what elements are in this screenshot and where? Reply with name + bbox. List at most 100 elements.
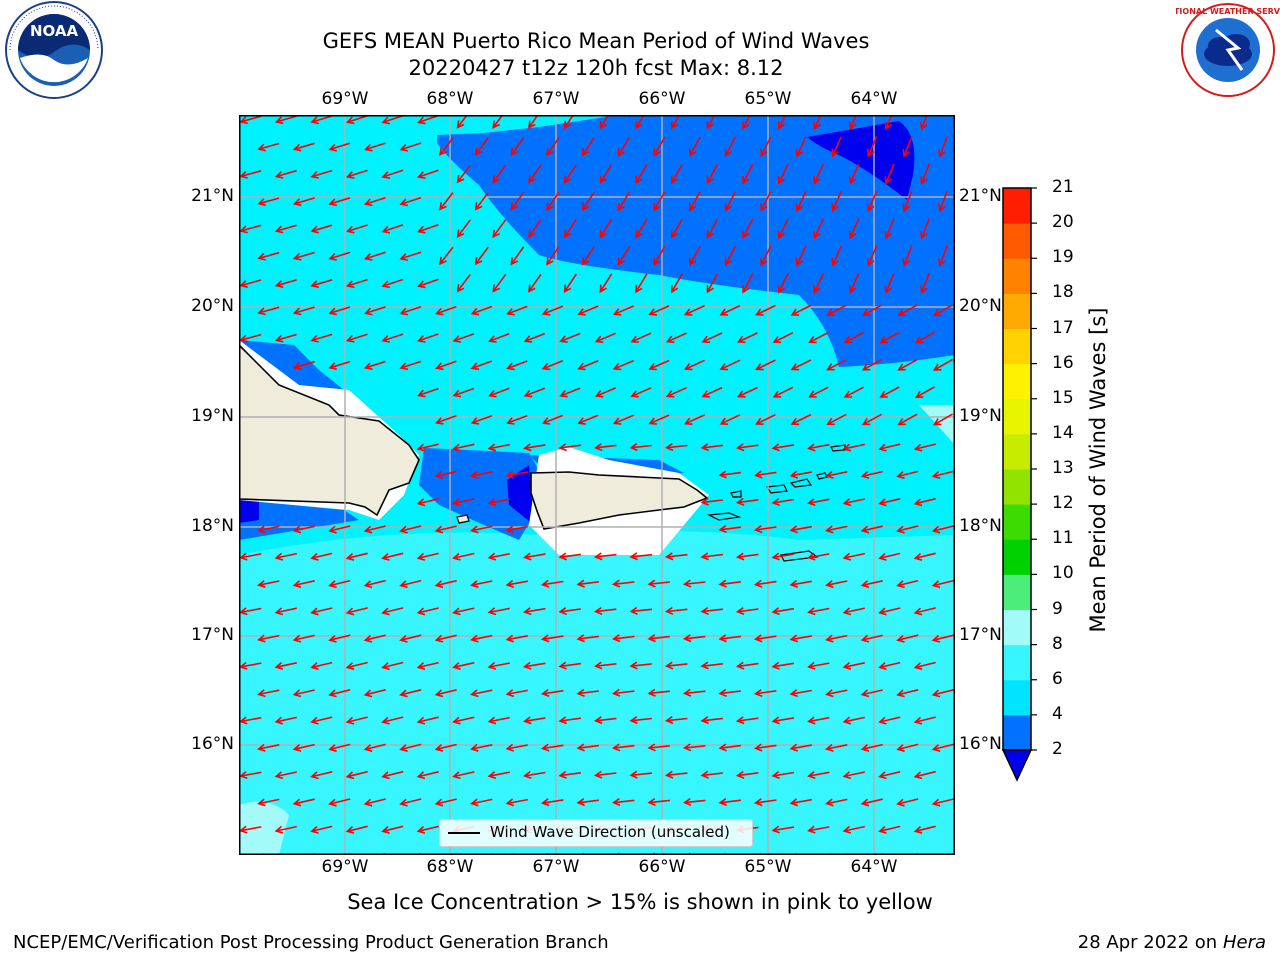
wind-wave-arrow [522,770,546,779]
wind-wave-arrow [563,218,577,239]
colorbar-bin [1003,469,1031,505]
lat-label-right: 18°N [959,516,1002,536]
wind-wave-arrow [629,552,652,561]
wind-wave-arrow [902,245,913,267]
wind-wave-arrow [274,169,297,179]
footer-host: Hera [1222,932,1266,953]
wind-wave-arrow [522,443,546,452]
colorbar-tick-label: 15 [1052,387,1074,408]
wind-wave-arrow [506,414,528,425]
wind-wave-arrow [328,251,351,261]
wind-wave-arrow [399,360,422,371]
wind-wave-arrow [345,607,368,616]
wind-wave-arrow [808,331,829,344]
wind-wave-arrow [742,218,754,239]
wind-wave-arrow [612,414,635,425]
period-region-2-4-southwest [239,500,359,540]
wind-wave-arrow [753,579,777,588]
wind-wave-arrow [866,190,878,213]
lon-label-top: 65°W [744,89,792,109]
wind-wave-arrow [913,770,936,780]
wind-wave-arrow [795,191,807,212]
wind-wave-arrow [682,688,706,697]
wind-wave-arrow [932,413,953,426]
wind-wave-arrow [257,743,280,752]
colorbar-tick-label: 2 [1052,739,1063,759]
wind-wave-arrow [897,304,918,317]
colorbar-bin [1003,504,1031,540]
lat-label-right: 16°N [959,734,1002,754]
lat-label-right: 19°N [959,406,1002,426]
wind-wave-arrow [913,552,936,561]
wind-wave-arrow [581,246,595,266]
wind-wave-arrow [884,272,895,295]
wind-wave-arrow [541,414,564,425]
wind-wave-arrow [310,607,333,616]
wind-wave-arrow [577,359,599,371]
wind-wave-arrow [363,634,386,643]
wind-wave-arrow [629,661,652,670]
wind-wave-arrow [753,798,777,807]
wind-wave-arrow [813,115,822,130]
wind-wave-arrow [416,661,439,671]
wind-wave-arrow [439,246,454,266]
wind-wave-arrow [505,525,528,534]
colorbar-tick-label: 9 [1052,598,1063,619]
wind-wave-arrow [735,443,759,452]
wind-wave-arrow [742,115,751,130]
wind-wave-arrow [861,413,883,426]
lat-label-right: 17°N [959,625,1002,645]
wind-wave-arrow [528,273,542,293]
wind-wave-arrow [629,770,652,779]
wind-wave-arrow [328,360,351,370]
wind-wave-arrow [861,358,883,371]
wind-wave-arrow [345,224,368,234]
wind-wave-arrow [470,305,493,316]
wind-wave-arrow [474,192,489,211]
wind-wave-arrow [932,304,953,317]
wind-wave-arrow [938,136,948,158]
wind-wave-arrow [718,579,741,588]
wind-wave-arrow [735,607,759,616]
wind-wave-arrow [274,661,297,670]
wind-wave-arrow [328,579,351,589]
wind-wave-arrow [310,279,333,289]
wind-wave-arrow [416,443,439,452]
wind-wave-arrow [558,443,582,452]
wind-wave-arrow [848,218,860,240]
wind-wave-arrow [456,115,468,129]
colorbar-tick-label: 21 [1052,177,1074,197]
wind-wave-arrow [826,304,847,316]
wind-wave-arrow [345,115,368,125]
wind-wave-arrow [546,137,560,157]
wind-wave-arrow [417,278,439,289]
wind-wave-arrow [239,771,262,780]
wind-wave-arrow [753,743,777,752]
wind-wave-arrow [689,136,701,157]
wind-wave-arrow [363,525,386,534]
wind-wave-arrow [807,716,830,725]
wind-wave-arrow [724,245,737,267]
wind-wave-arrow [807,498,830,507]
wind-wave-arrow [647,743,670,752]
wind-wave-arrow [540,688,564,698]
wind-wave-arrow [452,387,475,398]
wind-wave-arrow [345,552,368,561]
wind-wave-arrow [328,798,351,807]
wind-wave-arrow [239,224,262,234]
wind-wave-arrow [842,607,865,616]
wind-wave-arrow [861,304,883,316]
wind-wave-arrow [653,136,666,157]
wind-wave-arrow [599,164,613,184]
lat-label-left: 21°N [191,186,234,206]
wind-wave-arrow [860,743,883,752]
wind-wave-arrow [470,634,493,643]
wind-wave-arrow [825,743,848,752]
wind-wave-arrow [630,387,652,398]
wind-wave-arrow [897,413,918,426]
wind-wave-arrow [860,470,883,479]
wind-wave-arrow [416,498,439,507]
wind-wave-arrow [753,634,777,643]
wind-wave-arrow [878,552,901,561]
period-region-2-4-north [437,115,955,367]
